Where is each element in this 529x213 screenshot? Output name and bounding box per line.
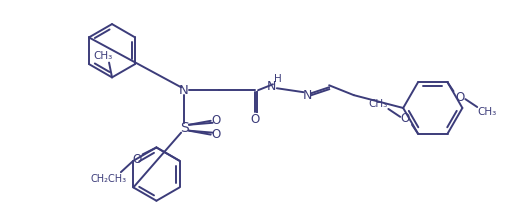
- Text: CH₃: CH₃: [369, 99, 388, 109]
- Text: H: H: [274, 74, 282, 84]
- Text: N: N: [267, 80, 277, 93]
- Text: CH₃: CH₃: [94, 51, 113, 61]
- Text: O: O: [456, 91, 465, 104]
- Text: CH₃: CH₃: [478, 107, 497, 117]
- Text: N: N: [179, 84, 189, 97]
- Text: O: O: [400, 112, 410, 125]
- Text: S: S: [180, 121, 188, 135]
- Text: N: N: [303, 89, 312, 102]
- Text: O: O: [211, 114, 220, 127]
- Text: O: O: [211, 128, 220, 141]
- Text: O: O: [132, 153, 141, 166]
- Text: O: O: [251, 113, 260, 126]
- Text: CH₂CH₃: CH₂CH₃: [91, 174, 127, 184]
